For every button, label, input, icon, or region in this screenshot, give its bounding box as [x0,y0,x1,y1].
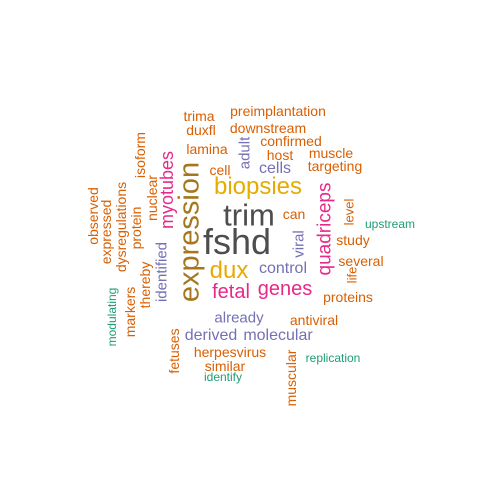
word-level: level [341,198,357,226]
word-fetal: fetal [212,281,250,303]
word-control: control [258,260,308,277]
word-adult: adult [236,136,254,170]
word-confirmed: confirmed [260,133,322,149]
word-similar: similar [204,358,246,374]
word-nuclear: nuclear [144,175,160,221]
word-duxfl: duxfl [186,122,216,138]
word-quadriceps: quadriceps [314,182,336,276]
word-replication: replication [305,351,361,365]
word-biopsies: biopsies [213,173,303,200]
word-targeting: targeting [307,158,363,174]
word-trima: trima [183,108,215,124]
word-expressed: expressed [98,199,114,265]
word-observed: observed [85,187,101,245]
word-upstream: upstream [364,217,416,231]
word-host: host [266,147,294,163]
word-myotubes: myotubes [157,150,177,230]
word-dysregulations: dysregulations [113,181,129,273]
word-study: study [336,232,370,248]
word-cells: cells [258,160,292,177]
word-cell: cell [209,162,231,178]
word-downstream: downstream [229,120,307,136]
word-isoform: isoform [132,132,148,178]
word-herpesvirus: herpesvirus [193,344,267,360]
word-lamina: lamina [186,141,228,157]
word-can: can [282,206,306,222]
word-identify: identify [203,370,243,384]
word-genes: genes [257,278,313,300]
word-derived: derived [184,327,238,344]
word-modulating: modulating [105,287,119,347]
word-already: already [214,309,264,327]
word-proteins: proteins [323,289,373,305]
word-fshd: fshd [202,221,272,262]
word-several: several [338,253,384,269]
word-dux: dux [209,257,249,284]
word-markers: markers [122,286,138,338]
word-fetuses: fetuses [166,328,182,374]
word-trim: trim [223,197,275,233]
word-expression: expression [173,161,206,303]
word-life: life [344,266,360,284]
word-viral: viral [290,230,308,258]
word-molecular: molecular [243,327,313,344]
word-protein: protein [128,206,144,250]
word-muscular: muscular [283,349,299,407]
word-preimplantation: preimplantation [230,103,326,119]
word-thereby: thereby [137,261,153,309]
word-identified: identified [153,241,171,303]
word-antiviral: antiviral [289,312,339,328]
word-muscle: muscle [308,145,354,161]
